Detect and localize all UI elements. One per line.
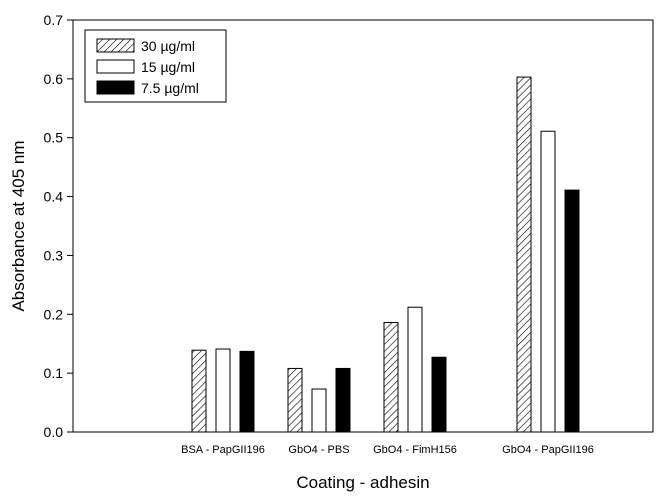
x-axis-title: Coating - adhesin (296, 473, 429, 492)
y-axis-title: Absorbance at 405 nm (9, 140, 28, 311)
legend-swatch-1 (96, 59, 135, 74)
legend-label-2: 7.5 µg/ml (141, 80, 199, 96)
y-tick-label: 0.4 (44, 189, 64, 205)
legend-label-1: 15 µg/ml (141, 59, 195, 75)
legend-swatch-0 (96, 38, 135, 53)
bar-3-0 (516, 76, 532, 433)
y-tick-label: 0.6 (44, 71, 64, 87)
y-tick-label: 0.1 (44, 365, 64, 381)
bar-3-2 (564, 189, 580, 433)
bar-3-1 (540, 130, 556, 433)
x-category-label: GbO4 - FimH156 (373, 444, 457, 456)
bars (191, 76, 580, 433)
bar-2-0 (383, 322, 399, 433)
plot-frame (72, 19, 654, 433)
y-tick-label: 0.3 (44, 247, 64, 263)
x-axis: BSA - PapGII196 GbO4 - PBS GbO4 - FimH156 G… (181, 444, 594, 456)
x-category-label: GbO4 - PBS (288, 444, 349, 456)
bar-0-0 (191, 349, 207, 433)
y-tick-label: 0.2 (44, 306, 64, 322)
legend-swatch-2 (96, 80, 135, 95)
bar-2-2 (431, 356, 447, 433)
legend-label-0: 30 µg/ml (141, 38, 195, 54)
y-tick-label: 0.0 (44, 424, 64, 440)
x-category-label: BSA - PapGII196 (181, 444, 265, 456)
bar-0-1 (215, 348, 231, 433)
bar-2-1 (407, 306, 423, 433)
legend: 30 µg/ml 15 µg/ml 7.5 µg/ml (84, 29, 227, 103)
bar-1-1 (311, 388, 327, 433)
y-tick-label: 0.7 (44, 12, 64, 28)
y-axis: 0.0 0.1 0.2 0.3 0.4 0.5 0.6 0.7 (44, 12, 73, 440)
bar-0-2 (239, 350, 255, 433)
bar-1-0 (287, 367, 303, 433)
bar-1-2 (335, 367, 351, 433)
x-category-label: GbO4 - PapGII196 (502, 444, 594, 456)
y-tick-label: 0.5 (44, 130, 64, 146)
